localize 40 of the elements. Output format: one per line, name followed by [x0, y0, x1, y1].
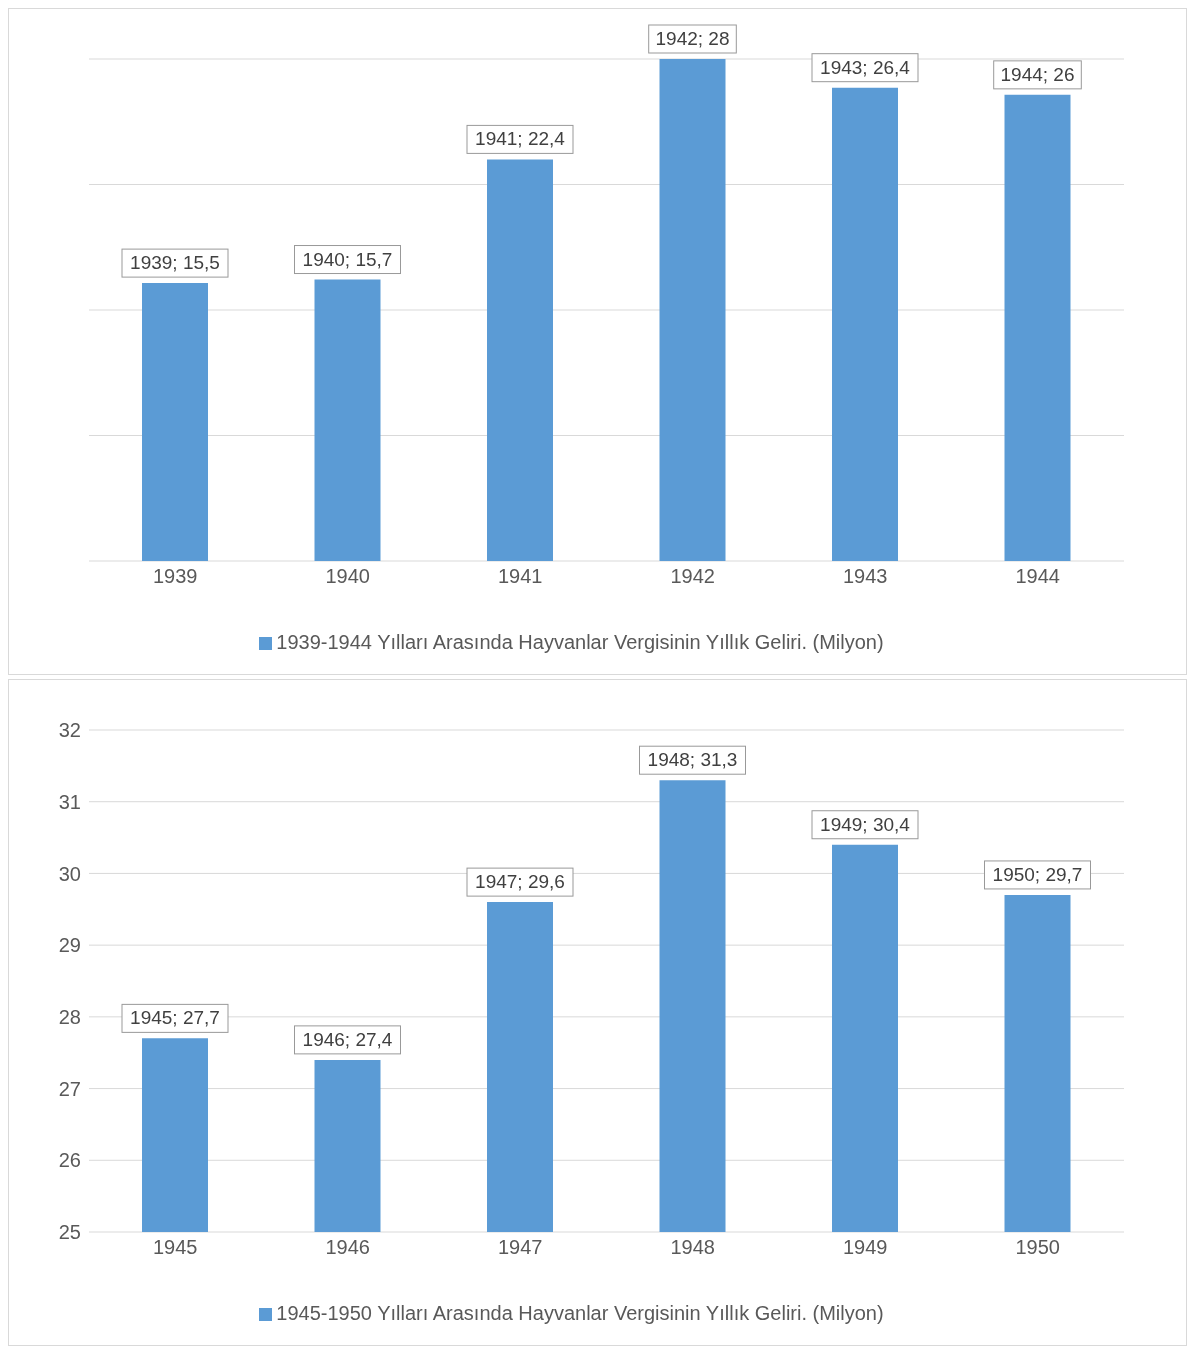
bar: [314, 279, 381, 561]
y-tick-label: 32: [58, 719, 81, 742]
x-tick-label: 1944: [1015, 565, 1060, 588]
data-label: 1946; 27,4: [302, 1028, 393, 1050]
y-tick-label: 28: [58, 1005, 81, 1028]
x-tick-label: 1948: [670, 1236, 715, 1259]
data-label: 1949; 30,4: [820, 813, 911, 835]
x-tick-label: 1947: [498, 1236, 543, 1259]
x-tick-label: 1945: [153, 1236, 198, 1259]
x-tick-label: 1949: [843, 1236, 888, 1259]
data-label: 1940; 15,7: [302, 248, 393, 270]
data-label: 1942; 28: [655, 28, 730, 49]
x-tick-label: 1940: [325, 565, 370, 588]
y-tick-label: 25: [58, 1221, 81, 1244]
x-tick-label: 1943: [843, 565, 888, 588]
data-label: 1950; 29,7: [992, 863, 1083, 885]
bar: [142, 283, 208, 561]
bar: [1004, 94, 1071, 561]
data-label: 1939; 15,5: [130, 252, 220, 274]
data-label: 1944; 26: [1000, 63, 1075, 85]
y-tick-label: 29: [58, 934, 81, 957]
x-tick-label: 1946: [325, 1236, 370, 1259]
x-tick-label: 1939: [153, 565, 198, 588]
x-tick-label: 1942: [670, 565, 715, 588]
x-tick-label: 1950: [1015, 1236, 1060, 1259]
data-label: 1945; 27,7: [130, 1007, 220, 1029]
y-tick-label: 31: [58, 790, 81, 813]
legend-label: 1945-1950 Yılları Arasında Hayvanlar Vergisinin Yıllık Geliri. (Milyon): [276, 1302, 884, 1324]
bar: [487, 159, 553, 561]
y-tick-label: 27: [58, 1077, 81, 1100]
data-label: 1947; 29,6: [475, 871, 565, 893]
data-label: 1941; 22,4: [475, 128, 566, 150]
y-tick-label: 26: [58, 1149, 81, 1172]
legend-label: 1939-1944 Yılları Arasında Hayvanlar Vergisinin Yıllık Geliri. (Milyon): [276, 631, 884, 653]
data-label: 1948; 31,3: [647, 749, 738, 771]
bar: [659, 59, 726, 561]
x-tick-label: 1941: [498, 565, 543, 588]
data-label: 1943; 26,4: [820, 56, 911, 78]
bar: [832, 87, 898, 561]
y-tick-label: 30: [58, 862, 81, 885]
